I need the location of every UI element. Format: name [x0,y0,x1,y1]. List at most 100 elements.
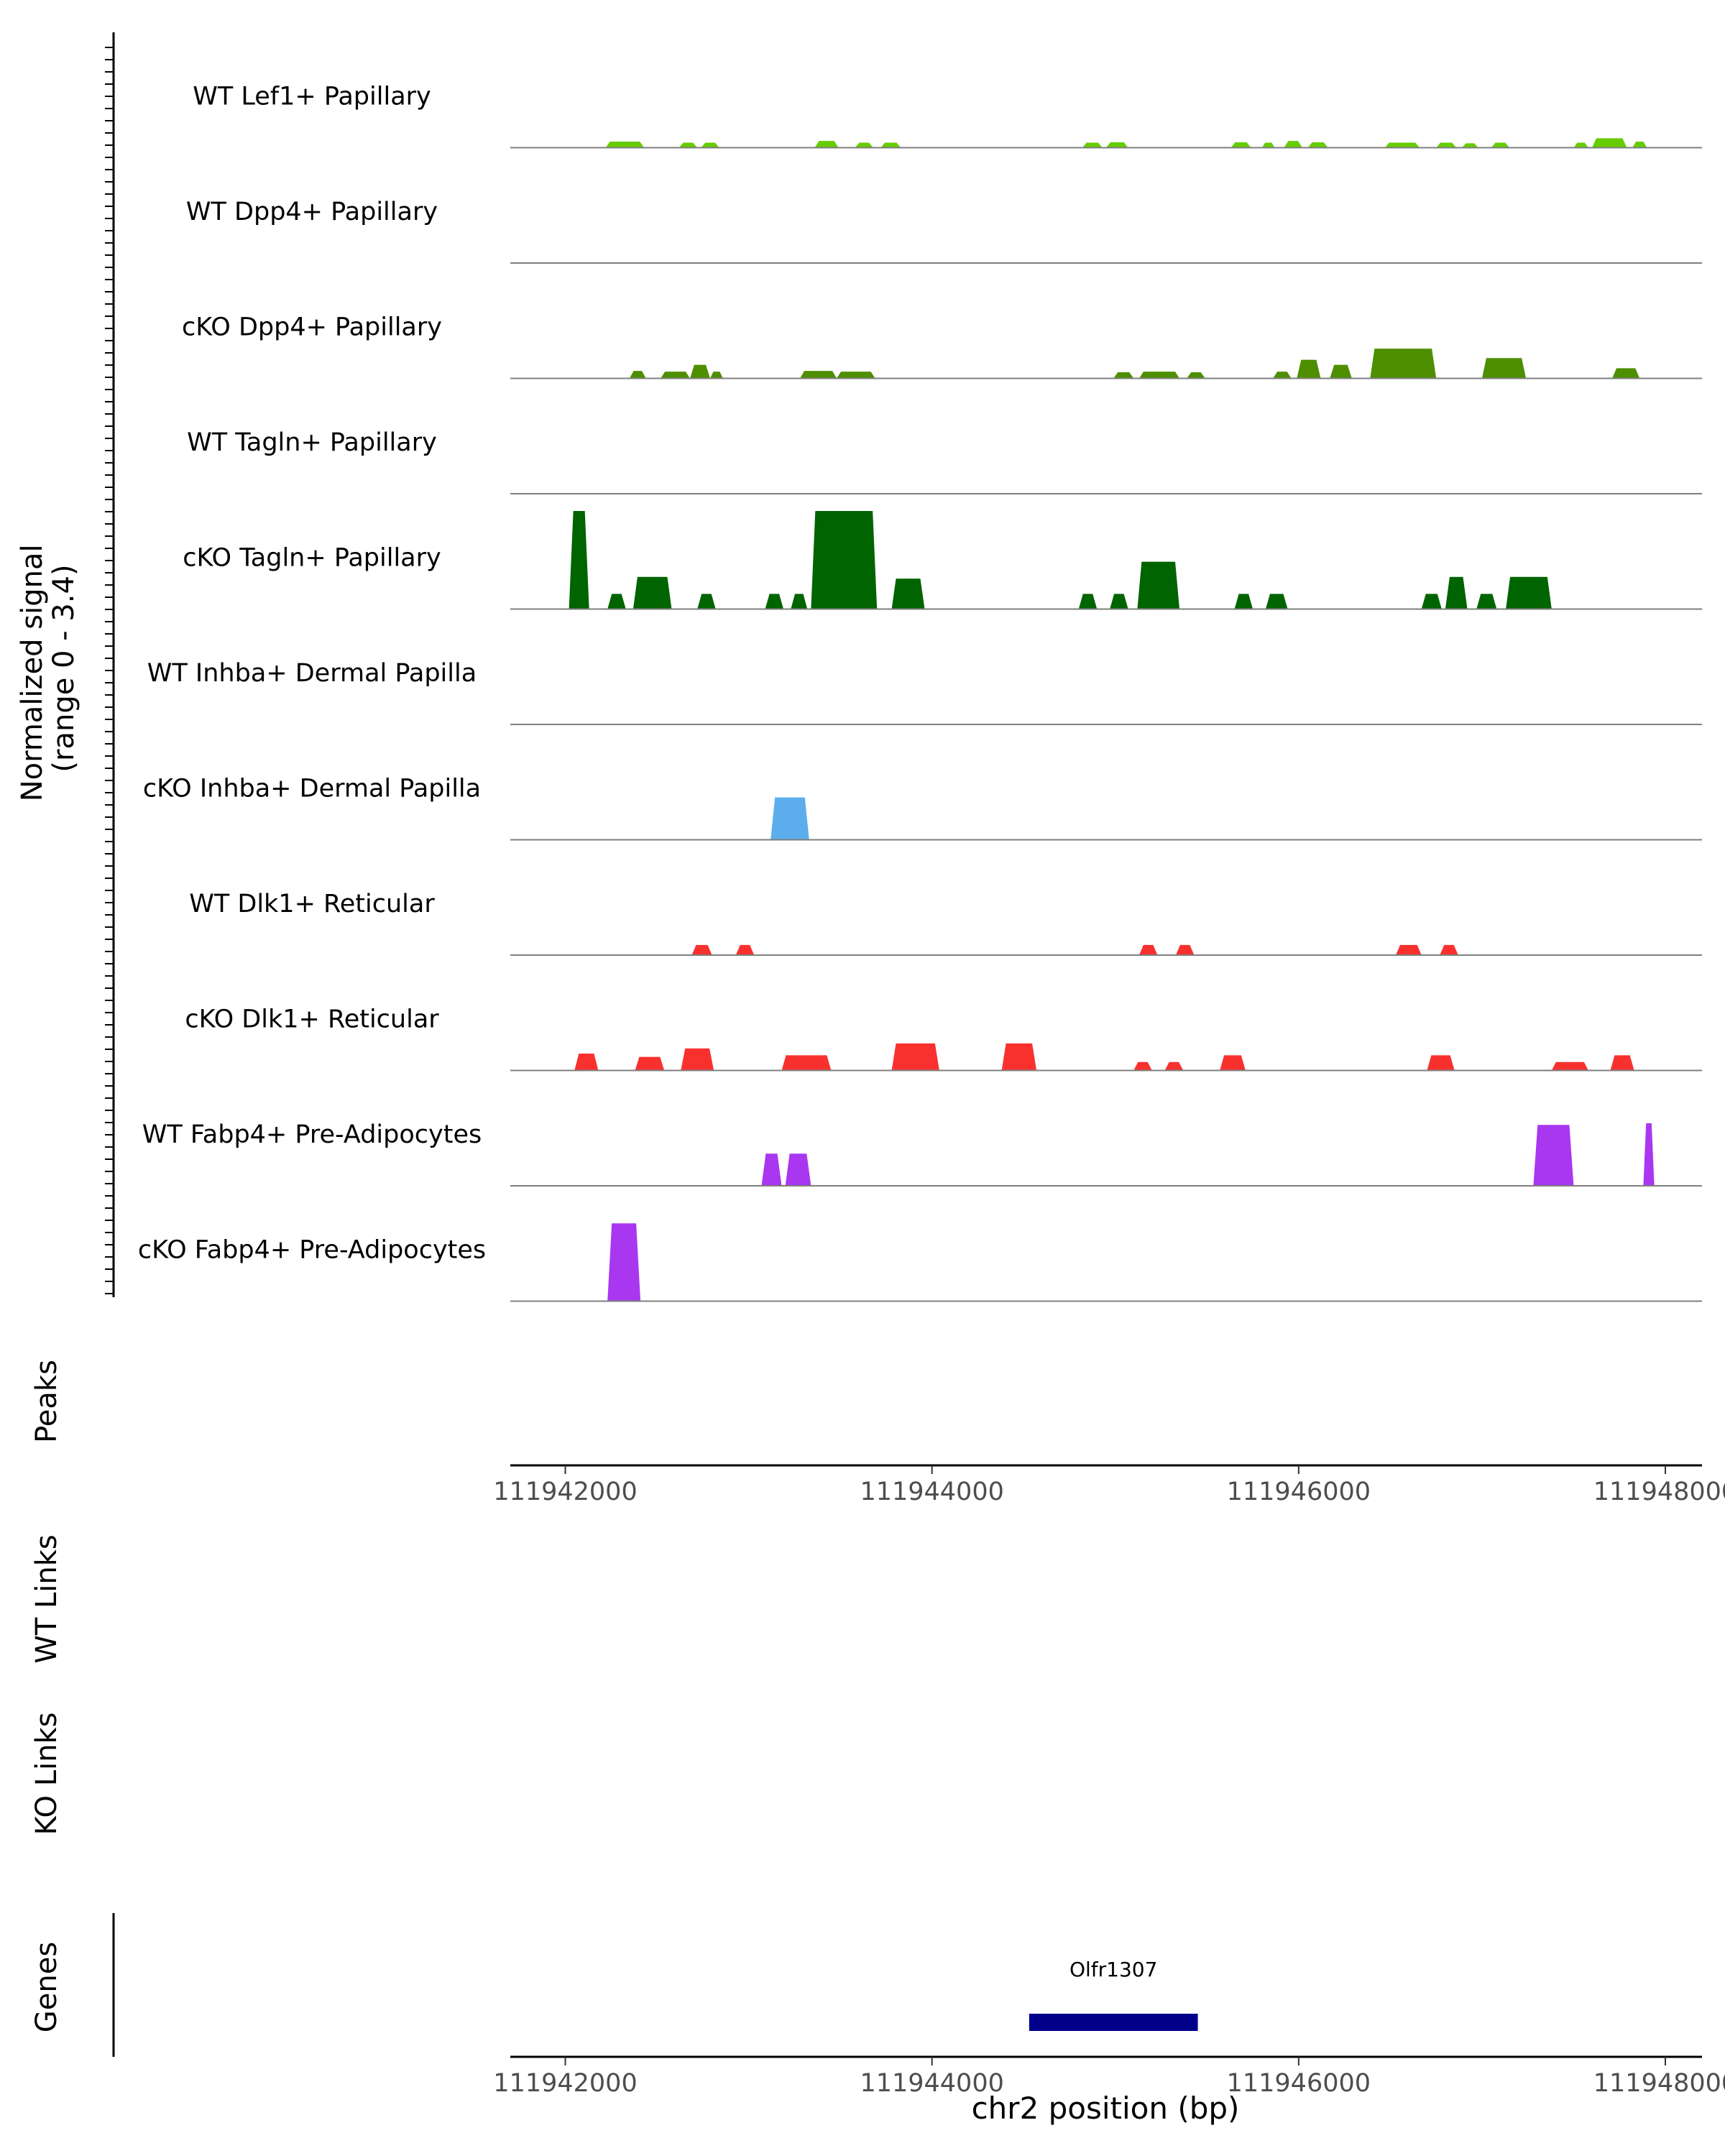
coverage-area-segment [1436,142,1457,148]
coverage-area-segment [1137,561,1180,609]
coverage-area-segment [569,511,589,609]
genes-panel: Genes Olfr1307 111942000 111944000 1119460… [30,1913,1725,2126]
coverage-area-segment [1396,944,1422,955]
coverage-area-segment [1078,594,1098,609]
coverage-area-segment [761,1153,782,1186]
coverage-area-segment [1138,944,1158,955]
coverage-area-segment [710,372,723,379]
coverage-area-segment [1612,368,1640,379]
coverage-area-segment [1106,142,1128,148]
x-tick-label: 111942000 [493,2069,637,2098]
coverage-area-segment [1307,142,1328,148]
x-tick-label: 111948000 [1593,2069,1725,2098]
x-tick-label: 111944000 [860,2069,1003,2098]
track-label: cKO Dpp4+ Papillary [182,313,442,342]
coverage-area-segment [1284,141,1302,148]
coverage-area-segment [574,1053,599,1071]
coverage-area-segment [1273,372,1292,379]
x-tick-label: 111946000 [1227,2069,1371,2098]
coverage-area-segment [1082,142,1103,148]
coverage-area-segment [1261,142,1275,148]
coverage-area-segment [880,142,901,148]
coverage-area-segment [605,142,645,148]
coverage-panel: Normalized signal (range 0 - 3.4) WT Lef… [16,32,1702,1302]
track-label: WT Tagln+ Papillary [187,428,437,457]
coverage-area-segment [1632,142,1647,148]
coverage-area-segment [1591,138,1627,148]
coverage-area-segment [811,511,878,609]
peaks-panel: Peaks 111942000 111944000 111946000 1119480… [30,1360,1725,1506]
coverage-area-segment [1643,1123,1655,1186]
track-label: cKO Tagln+ Papillary [183,544,441,573]
coverage-area-segment [697,594,716,609]
coverage-area-segment [1551,1061,1588,1071]
coverage-area-segment [891,579,925,609]
coverage-area-segment [607,594,626,609]
track: WT Fabp4+ Pre-Adipocytes [142,1120,1702,1187]
track-label: cKO Dlk1+ Reticular [185,1005,439,1034]
coverage-area-segment [607,1223,641,1302]
genes-x-ticks: 111942000 111944000 111946000 111948000 [493,2057,1725,2098]
coverage-y-label: Normalized signal (range 0 - 3.4) [16,535,80,802]
track: cKO Dlk1+ Reticular [185,1005,1702,1072]
coverage-area-segment [1164,1061,1184,1071]
coverage-area-segment [1445,576,1468,609]
genes-label: Genes [30,1942,63,2032]
coverage-area-segment [800,371,837,379]
track-label: cKO Inhba+ Dermal Papilla [143,775,481,803]
coverage-area-segment [632,576,672,609]
track: cKO Tagln+ Papillary [183,511,1702,610]
track: cKO Fabp4+ Pre-Adipocytes [138,1223,1702,1302]
coverage-area-segment [1220,1055,1246,1071]
coverage-area-segment [1133,1061,1152,1071]
peaks-x-ticks: 111942000 111944000 111946000 111948000 [493,1465,1725,1506]
coverage-area-segment [785,1153,811,1186]
coverage-y-label-line2: (range 0 - 3.4) [47,564,80,772]
track: WT Dlk1+ Reticular [189,890,1702,956]
coverage-area-segment [1573,142,1588,148]
track: WT Inhba+ Dermal Papilla [147,659,1702,725]
gene-name-label: Olfr1307 [1070,1958,1157,1981]
coverage-area-segment [661,372,690,379]
coverage-tracks: WT Lef1+ Papillary WT Dpp4+ Papillary cKO … [138,83,1702,1302]
track: WT Dpp4+ Papillary [186,198,1702,264]
coverage-area-segment [701,142,719,148]
track-label: WT Dlk1+ Reticular [189,890,435,918]
coverage-area-segment [1187,372,1205,379]
x-tick-label: 111942000 [493,1478,637,1506]
coverage-area-segment [1138,372,1180,379]
coverage-area-segment [1533,1125,1574,1186]
coverage-area-segment [1427,1055,1455,1071]
coverage-area-segment [691,944,712,955]
coverage-area-segment [1110,594,1128,609]
coverage-area-segment [1330,364,1352,379]
wt-links-label: WT Links [30,1534,63,1663]
coverage-area-segment [1384,142,1420,148]
coverage-area-segment [635,1056,665,1071]
gene-body [1029,2014,1198,2031]
coverage-area-segment [1265,594,1288,609]
track: cKO Inhba+ Dermal Papilla [143,775,1702,841]
coverage-area-segment [1421,594,1442,609]
coverage-area-segment [629,371,646,379]
coverage-area-segment [689,364,711,379]
coverage-area-segment [1461,143,1478,148]
coverage-area-segment [1476,594,1497,609]
coverage-area-segment [681,1048,714,1071]
coverage-area-segment [814,141,839,148]
coverage-area-segment [678,142,698,148]
track-label: WT Dpp4+ Papillary [186,198,438,226]
coverage-area-segment [765,594,784,609]
coverage-area-segment [1506,576,1552,609]
x-tick-label: 111946000 [1227,1478,1371,1506]
coverage-area-segment [1481,358,1527,379]
coverage-area-segment [1370,349,1437,379]
coverage-area-segment [891,1043,939,1071]
track-label: WT Inhba+ Dermal Papilla [147,659,477,688]
track-label: WT Fabp4+ Pre-Adipocytes [142,1120,482,1149]
x-tick-label: 111948000 [1593,1478,1725,1506]
track: cKO Dpp4+ Papillary [182,313,1702,379]
coverage-area-segment [1491,142,1510,148]
coverage-y-ticks [105,47,114,1294]
